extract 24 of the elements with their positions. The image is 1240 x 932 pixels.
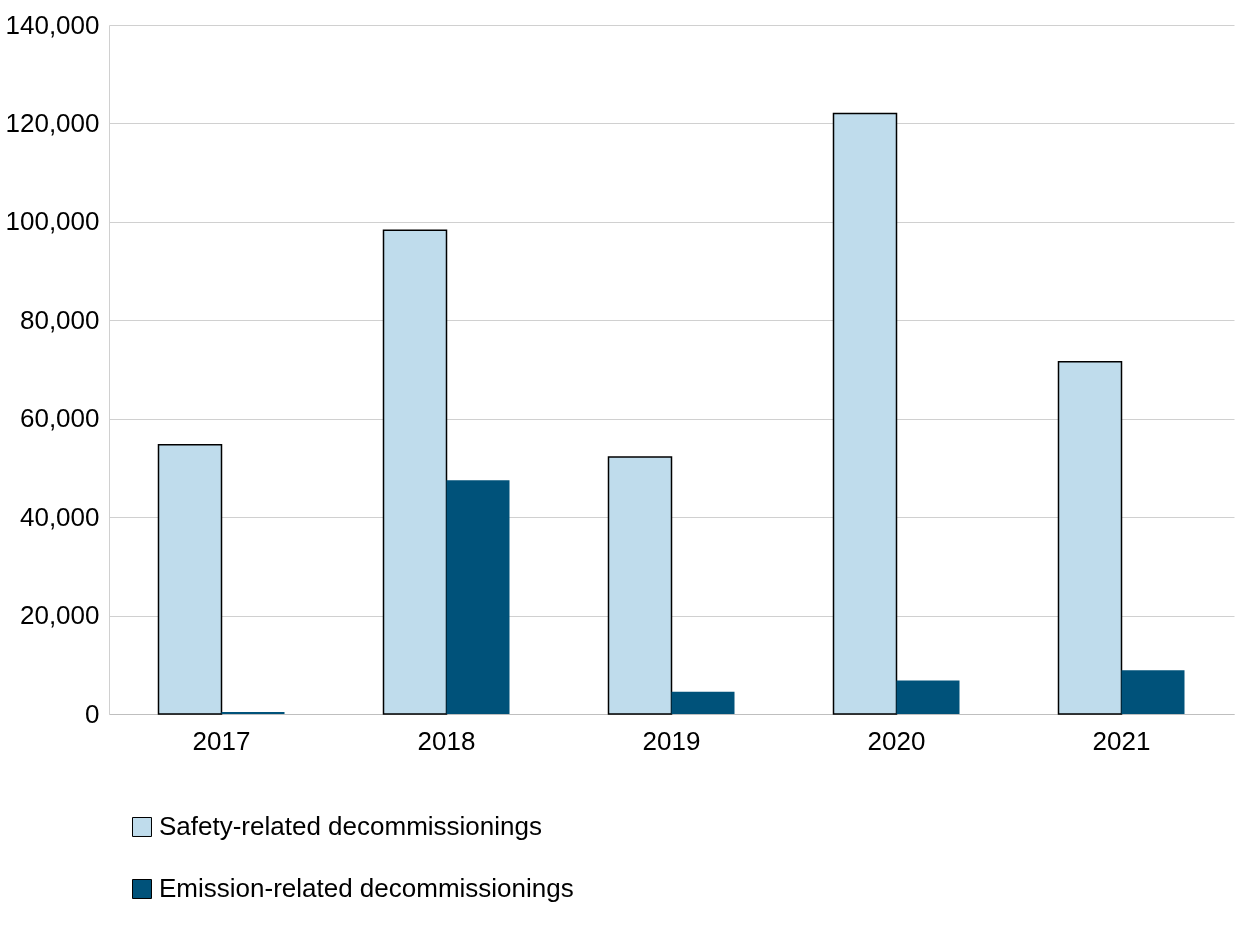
y-tick-label: 40,000 [19, 501, 100, 532]
x-tick-label: 2018 [417, 725, 476, 756]
y-tick-label: 60,000 [19, 403, 100, 434]
bar [1057, 360, 1123, 715]
y-tick-label: 20,000 [19, 600, 100, 631]
y-tick-label: 120,000 [5, 107, 100, 138]
bar [607, 456, 673, 715]
y-tick-label: 100,000 [5, 206, 100, 237]
bar [1121, 670, 1185, 714]
y-tick-label: 80,000 [19, 304, 100, 335]
x-tick-label: 2021 [1092, 725, 1151, 756]
x-tick-label: 2020 [867, 725, 926, 756]
bar [382, 229, 448, 715]
y-tick-label: 140,000 [5, 9, 100, 40]
legend-label: Safety-related decommissionings [159, 811, 542, 841]
legend-label: Emission-related decommissionings [159, 873, 574, 903]
x-tick-label: 2019 [642, 725, 701, 756]
bar [671, 691, 735, 714]
y-tick-label: 0 [85, 698, 100, 729]
bar [896, 680, 960, 714]
bar [446, 480, 510, 714]
bar [832, 112, 898, 715]
x-tick-label: 2017 [192, 725, 251, 756]
bar [157, 444, 223, 715]
